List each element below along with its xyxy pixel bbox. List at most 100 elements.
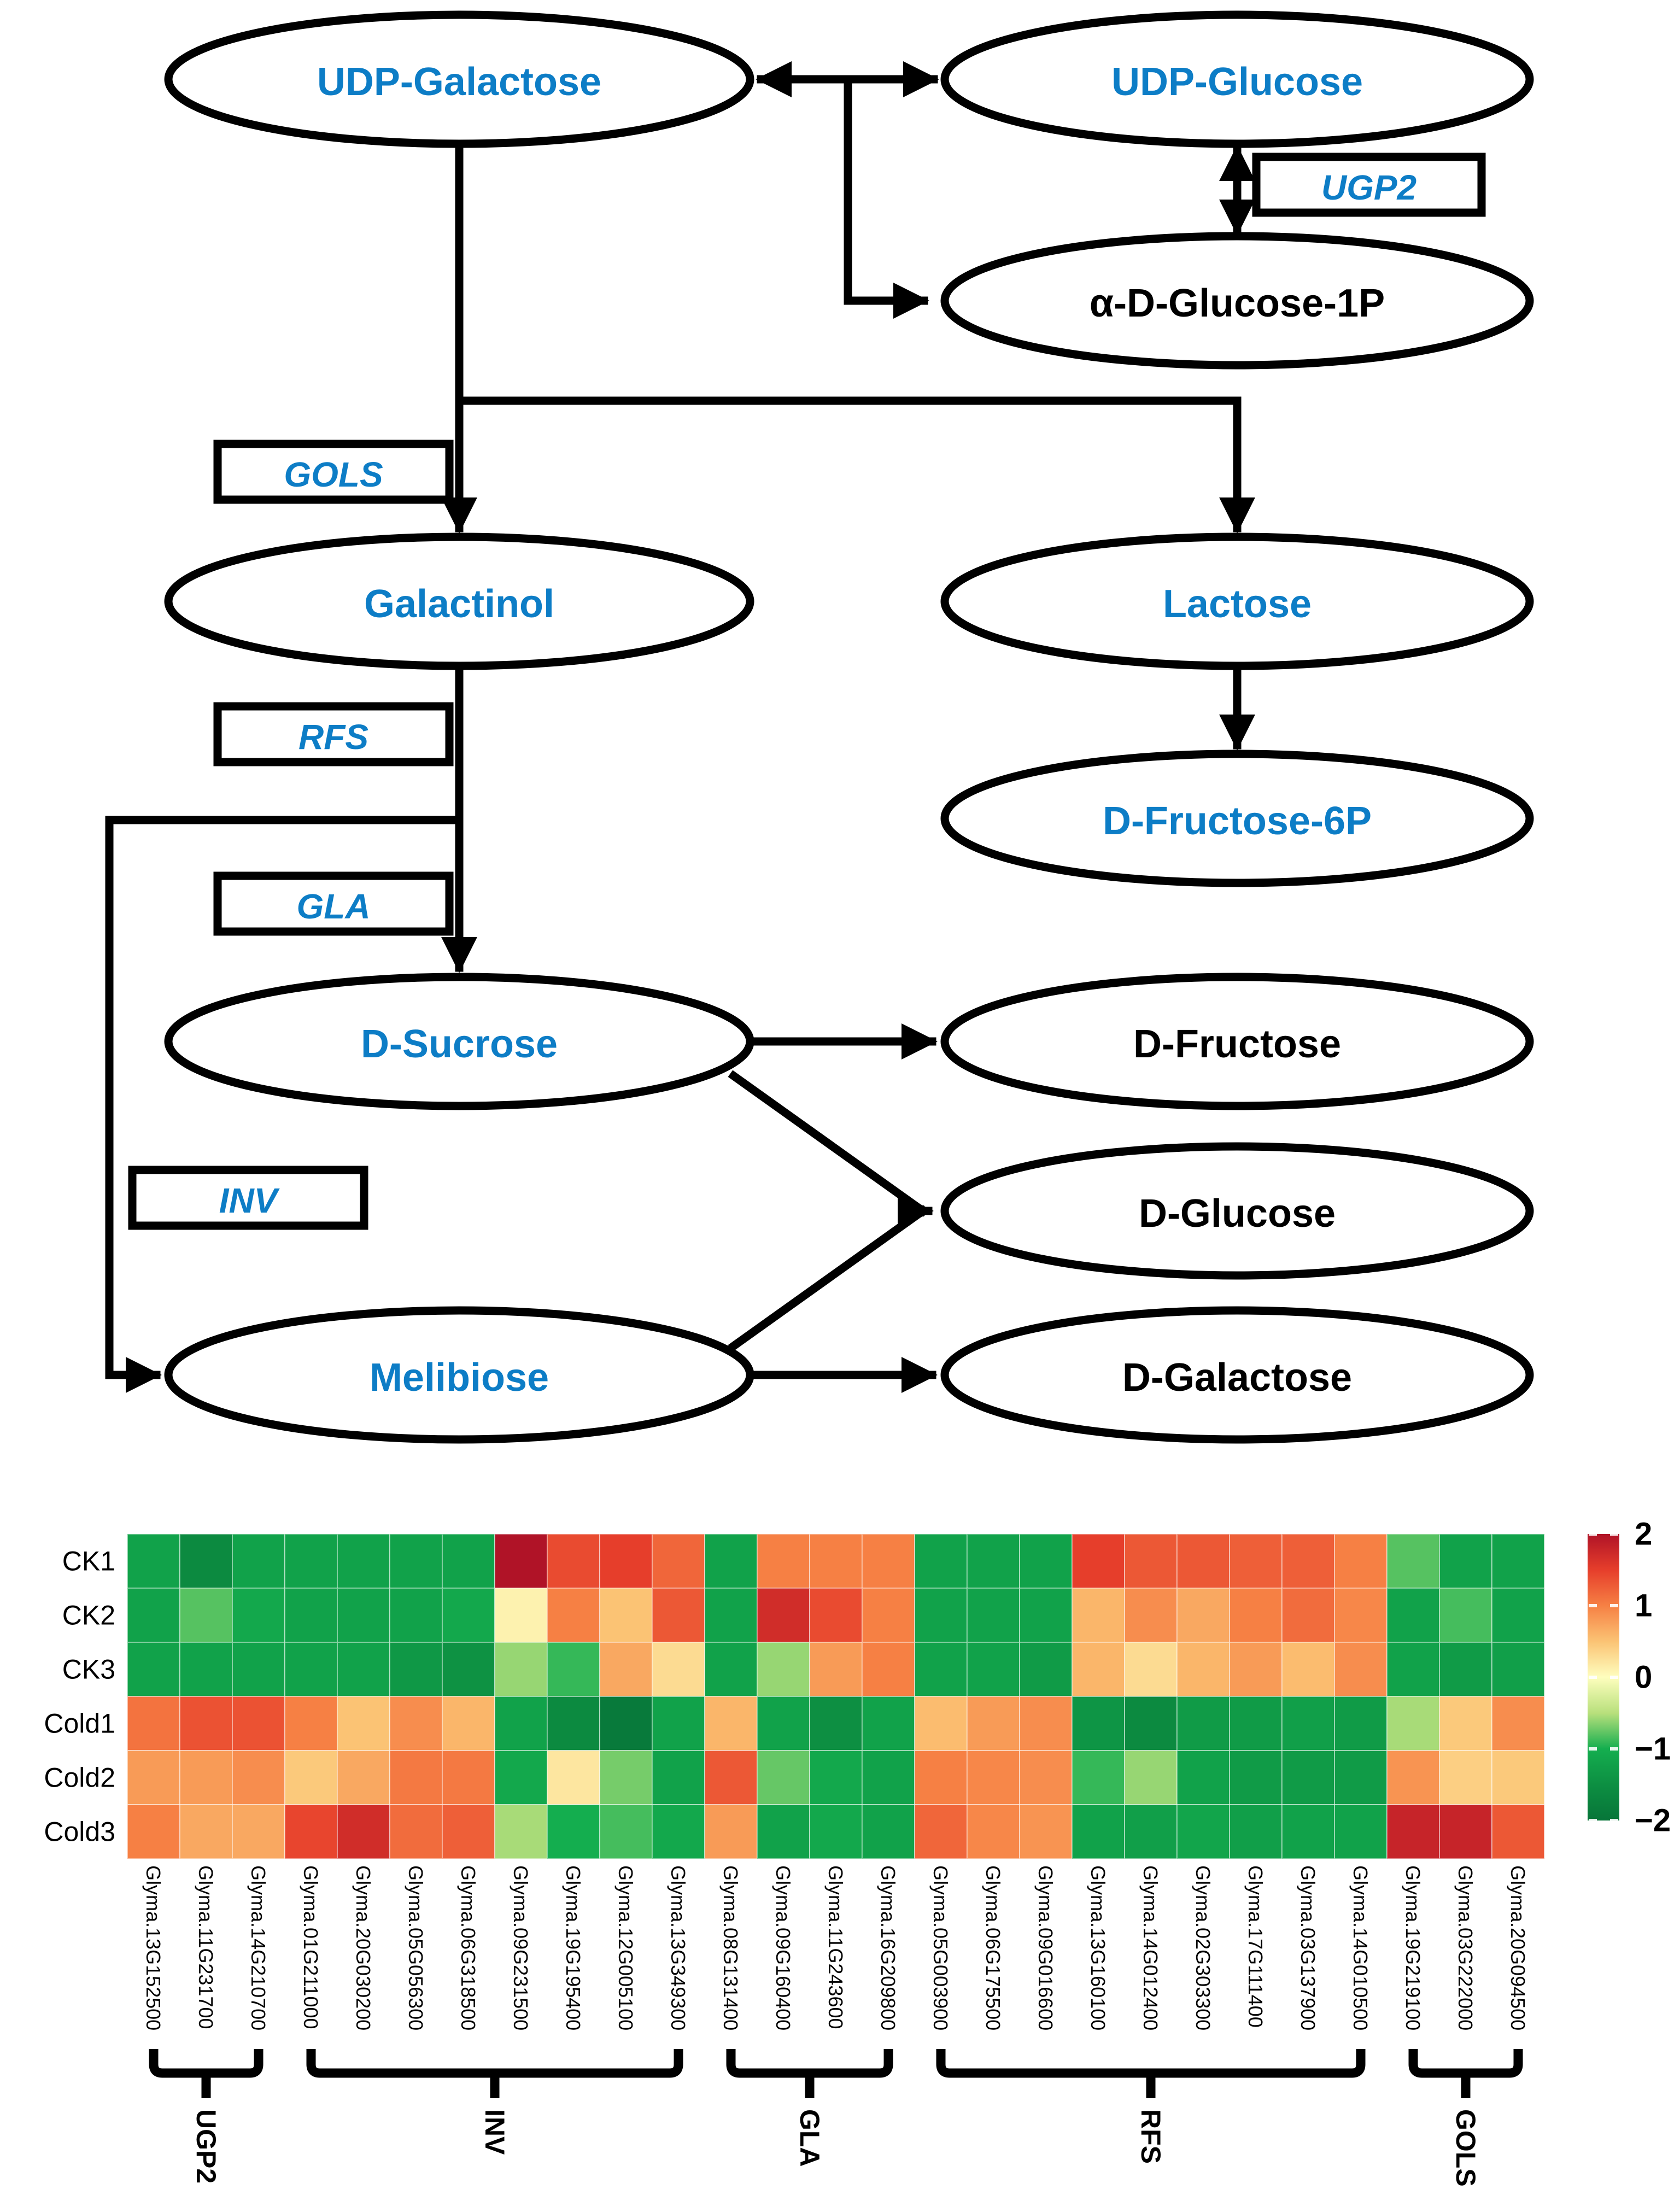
- heatmap-cell: [1124, 1533, 1178, 1589]
- heatmap-cell: [757, 1696, 810, 1751]
- heatmap-cell: [127, 1642, 180, 1697]
- heatmap-column-label: Glyma.16G209800: [877, 1865, 899, 2030]
- heatmap-cell: [547, 1804, 600, 1859]
- enzyme-box-gols: [213, 440, 454, 504]
- heatmap-row-labels: CK1 CK2 CK3 Cold1 Cold2 Cold3: [44, 1546, 115, 1847]
- heatmap-column-label: Glyma.14G012400: [1139, 1865, 1162, 2030]
- heatmap-cell: [127, 1804, 180, 1859]
- heatmap-cell: [914, 1804, 968, 1859]
- heatmap-cell: [1439, 1750, 1492, 1805]
- colorbar-tick-label: 0: [1635, 1660, 1652, 1695]
- heatmap-cell: [1229, 1533, 1283, 1589]
- heatmap-cell: [1334, 1588, 1388, 1643]
- heatmap-column-label: Glyma.09G016600: [1034, 1865, 1057, 2030]
- heatmap-cell: [179, 1533, 233, 1589]
- heatmap-cell: [1334, 1696, 1388, 1751]
- gene-group-label: UGP2: [191, 2109, 221, 2184]
- heatmap-cell: [1491, 1804, 1545, 1859]
- heatmap-row-label: Cold3: [44, 1817, 115, 1847]
- heatmap-column-label: Glyma.08G131400: [719, 1865, 742, 2030]
- heatmap-cell: [652, 1696, 705, 1751]
- heatmap-cell: [599, 1696, 653, 1751]
- heatmap-cell: [1019, 1750, 1073, 1805]
- colorbar-tick-mark: [1589, 1532, 1597, 1536]
- heatmap-cell: [862, 1804, 915, 1859]
- heatmap-cell: [1439, 1588, 1492, 1643]
- heatmap-column-label: Glyma.11G231700: [195, 1865, 217, 2029]
- heatmap-cell: [127, 1750, 180, 1805]
- enzyme-label-inv: INV: [219, 1181, 280, 1220]
- heatmap-cell: [1439, 1696, 1492, 1751]
- gene-group-bracket: [936, 2049, 1366, 2078]
- colorbar-tick-mark: [1610, 1819, 1618, 1822]
- heatmap-cell: [337, 1588, 390, 1643]
- heatmap-cell: [232, 1642, 285, 1697]
- heatmap-cell: [1072, 1533, 1125, 1589]
- heatmap-column-label: Glyma.03G137900: [1297, 1865, 1319, 2030]
- heatmap-cell: [1072, 1804, 1125, 1859]
- heatmap-cell: [1386, 1588, 1440, 1643]
- heatmap-cell: [704, 1696, 758, 1751]
- heatmap-cell: [1176, 1750, 1230, 1805]
- heatmap-cell: [389, 1750, 443, 1805]
- heatmap-cell: [494, 1804, 548, 1859]
- heatmap-column-label: Glyma.01G211000: [300, 1865, 322, 2029]
- colorbar: 2 1 0 −1 −2: [1588, 1517, 1671, 1839]
- heatmap-cell: [757, 1588, 810, 1643]
- node-label-lactose: Lactose: [1163, 582, 1312, 626]
- heatmap-cell: [179, 1642, 233, 1697]
- heatmap-cell: [1019, 1696, 1073, 1751]
- heatmap-column-label: Glyma.06G175500: [982, 1865, 1004, 2030]
- heatmap-cell: [1229, 1642, 1283, 1697]
- gene-group-label: GLA: [794, 2109, 825, 2167]
- heatmap-cell: [337, 1642, 390, 1697]
- node-label-udp-glucose: UDP-Glucose: [1111, 60, 1363, 104]
- heatmap-cell: [442, 1533, 495, 1589]
- heatmap-cell: [1334, 1533, 1388, 1589]
- heatmap-cell: [284, 1750, 338, 1805]
- heatmap-cell: [1334, 1750, 1388, 1805]
- colorbar-tick-label: 2: [1635, 1517, 1652, 1552]
- heatmap-cell: [704, 1750, 758, 1805]
- heatmap-column-label: Glyma.19G219100: [1402, 1865, 1424, 2030]
- heatmap-cell: [284, 1588, 338, 1643]
- heatmap-row-label: Cold1: [44, 1708, 115, 1739]
- heatmap-cell: [1124, 1804, 1178, 1859]
- heatmap-cell: [1281, 1588, 1335, 1643]
- node-galactinol: [164, 532, 754, 670]
- heatmap-cell: [127, 1533, 180, 1589]
- heatmap-row-label: Cold2: [44, 1763, 115, 1793]
- heatmap-cell: [1229, 1696, 1283, 1751]
- node-label-melibiose: Melibiose: [370, 1356, 549, 1400]
- heatmap-cell: [809, 1642, 863, 1697]
- heatmap-column-label: Glyma.13G160100: [1087, 1865, 1109, 2030]
- heatmap-cell: [862, 1588, 915, 1643]
- enzyme-box-inv: [128, 1166, 368, 1230]
- enzyme-label-gols: GOLS: [284, 455, 383, 494]
- heatmap-cell: [704, 1588, 758, 1643]
- heatmap-cell: [1124, 1588, 1178, 1643]
- heatmap-cell: [1072, 1588, 1125, 1643]
- heatmap-column-label: Glyma.20G030200: [352, 1865, 374, 2030]
- heatmap-cell: [967, 1588, 1020, 1643]
- heatmap-cell: [179, 1804, 233, 1859]
- heatmap-cell: [389, 1533, 443, 1589]
- heatmap-column-label: Glyma.17G111400: [1244, 1865, 1267, 2028]
- heatmap-cell: [1072, 1642, 1125, 1697]
- heatmap-cell: [232, 1696, 285, 1751]
- colorbar-tick-mark: [1589, 1604, 1597, 1607]
- heatmap-cell: [1072, 1750, 1125, 1805]
- heatmap-cell: [914, 1696, 968, 1751]
- heatmap-cell: [599, 1533, 653, 1589]
- enzyme-label-rfs: RFS: [298, 717, 368, 757]
- colorbar-tick-mark: [1610, 1532, 1618, 1536]
- heatmap-cell: [1386, 1642, 1440, 1697]
- gene-group-bracket: [1408, 2049, 1523, 2078]
- heatmap-cell: [1019, 1588, 1073, 1643]
- heatmap-cell: [757, 1642, 810, 1697]
- gene-group-label: INV: [479, 2109, 510, 2155]
- heatmap-cell: [232, 1588, 285, 1643]
- heatmap-cell: [862, 1750, 915, 1805]
- heatmap-cell: [1019, 1642, 1073, 1697]
